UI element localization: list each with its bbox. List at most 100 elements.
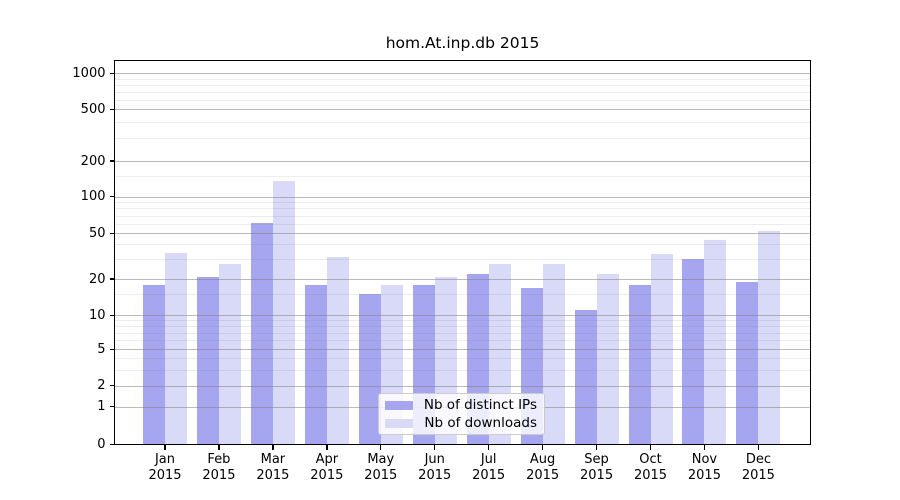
legend-label-distinct-ips: Nb of distinct IPs xyxy=(423,396,537,413)
gridline-minor xyxy=(114,332,811,334)
x-tick-label: Jun 2015 xyxy=(418,451,452,483)
x-tick-label: Sep 2015 xyxy=(580,451,614,483)
y-tick-mark xyxy=(109,108,114,110)
gridline-major xyxy=(114,161,811,162)
y-tick-label: 200 xyxy=(80,153,106,169)
gridline-minor xyxy=(114,223,811,225)
legend: Nb of distinct IPs Nb of downloads xyxy=(378,393,545,435)
legend-swatch-downloads xyxy=(385,418,413,428)
x-tick-label: Jan 2015 xyxy=(148,451,182,483)
bar-sep-2015-downloads xyxy=(596,274,619,445)
y-tick-mark xyxy=(109,348,114,350)
bar-feb-2015-distinct-ips xyxy=(196,276,219,445)
bar-oct-2015-distinct-ips xyxy=(628,284,651,445)
gridline-minor xyxy=(114,326,811,328)
gridline-minor xyxy=(114,121,811,123)
legend-label-downloads: Nb of downloads xyxy=(424,414,537,431)
x-tick-mark xyxy=(326,444,328,450)
gridline-minor xyxy=(114,202,811,204)
legend-swatch-distinct-ips xyxy=(385,400,413,410)
x-tick-mark xyxy=(218,444,220,450)
gridline-minor xyxy=(114,294,811,296)
bar-nov-2015-downloads xyxy=(704,239,727,445)
bar-oct-2015-downloads xyxy=(650,254,673,445)
gridline-minor xyxy=(114,358,811,360)
gridline-minor xyxy=(114,78,811,80)
gridline-minor xyxy=(114,340,811,342)
bar-apr-2015-distinct-ips xyxy=(304,284,327,445)
gridline-minor xyxy=(114,258,811,260)
x-tick-label: Oct 2015 xyxy=(633,451,668,483)
y-tick-label: 0 xyxy=(97,436,106,452)
y-tick-label: 500 xyxy=(80,101,106,117)
bar-sep-2015-distinct-ips xyxy=(574,310,597,445)
x-tick-label: Mar 2015 xyxy=(256,451,290,483)
gridline-minor xyxy=(114,320,811,322)
x-tick-label: Nov 2015 xyxy=(687,451,721,483)
legend-item-downloads: Nb of downloads xyxy=(385,414,537,431)
bar-dec-2015-distinct-ips xyxy=(736,281,759,445)
bar-mar-2015-downloads xyxy=(272,181,295,445)
y-tick-label: 10 xyxy=(88,307,106,323)
gridline-minor xyxy=(114,215,811,217)
x-tick-mark xyxy=(757,444,760,450)
y-tick-mark xyxy=(109,160,114,162)
y-tick-mark xyxy=(109,232,114,234)
x-tick-mark xyxy=(703,444,706,450)
gridline-major xyxy=(114,279,811,280)
gridline-minor xyxy=(114,369,811,371)
bar-jan-2015-distinct-ips xyxy=(143,284,165,445)
y-tick-label: 50 xyxy=(88,225,106,241)
chart-title: hom.At.inp.db 2015 xyxy=(385,34,540,52)
gridline-major xyxy=(114,196,811,198)
gridline-minor xyxy=(114,91,811,93)
y-tick-mark xyxy=(109,278,114,280)
bar-dec-2015-downloads xyxy=(758,231,781,445)
gridline-major xyxy=(114,385,811,387)
y-tick-label: 1 xyxy=(97,399,106,415)
y-tick-mark xyxy=(109,72,114,74)
y-tick-label: 5 xyxy=(97,341,106,357)
gridline-major xyxy=(114,109,811,111)
y-tick-mark xyxy=(109,406,114,408)
bar-nov-2015-distinct-ips xyxy=(682,258,705,445)
gridline-major xyxy=(114,315,811,317)
x-tick-mark xyxy=(434,444,436,450)
y-tick-mark xyxy=(109,385,114,387)
gridline-major xyxy=(114,73,811,75)
bar-jan-2015-downloads xyxy=(165,252,187,445)
gridline-minor xyxy=(114,84,811,86)
gridline-minor xyxy=(114,138,811,140)
y-tick-label: 2 xyxy=(97,378,106,394)
gridline-minor xyxy=(114,175,811,177)
plot-area xyxy=(114,59,811,445)
y-tick-mark xyxy=(109,196,114,198)
x-tick-mark xyxy=(487,444,490,450)
gridline-minor xyxy=(114,99,811,101)
x-tick-label: Apr 2015 xyxy=(310,451,344,483)
x-tick-mark xyxy=(649,444,652,450)
bar-mar-2015-distinct-ips xyxy=(250,222,273,445)
gridline-minor xyxy=(114,244,811,246)
gridline-major xyxy=(114,349,811,351)
x-tick-mark xyxy=(380,444,382,450)
y-tick-label: 100 xyxy=(80,189,106,205)
legend-item-distinct-ips: Nb of distinct IPs xyxy=(385,396,537,413)
x-tick-mark xyxy=(595,444,598,450)
x-tick-label: Aug 2015 xyxy=(526,451,560,483)
x-tick-mark xyxy=(164,444,166,450)
x-tick-label: Feb 2015 xyxy=(202,451,236,483)
x-tick-mark xyxy=(272,444,274,450)
x-tick-label: Jul 2015 xyxy=(472,451,506,483)
y-tick-mark xyxy=(109,443,114,445)
y-tick-mark xyxy=(109,314,114,316)
bar-feb-2015-downloads xyxy=(218,264,241,445)
y-tick-label: 20 xyxy=(88,271,106,287)
y-tick-label: 1000 xyxy=(72,65,106,81)
x-tick-label: Dec 2015 xyxy=(741,451,775,483)
bar-aug-2015-downloads xyxy=(542,264,565,445)
gridline-minor xyxy=(114,208,811,210)
gridline-major xyxy=(114,233,811,235)
x-tick-mark xyxy=(541,444,544,450)
